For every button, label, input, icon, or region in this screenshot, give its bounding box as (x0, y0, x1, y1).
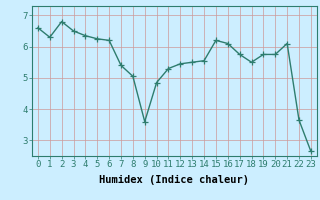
X-axis label: Humidex (Indice chaleur): Humidex (Indice chaleur) (100, 175, 249, 185)
